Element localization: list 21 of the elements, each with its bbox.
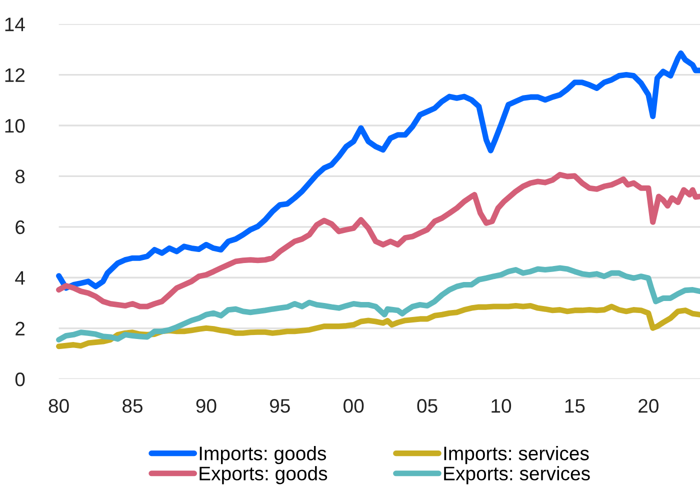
y-tick-label: 6 (16, 220, 25, 234)
x-tick-label: 15 (565, 399, 585, 413)
x-tick-label: 85 (122, 399, 142, 413)
y-tick-label: 8 (16, 170, 25, 184)
legend-label: Exports: services (444, 466, 590, 484)
x-tick-label: 95 (270, 399, 290, 413)
legend-label: Exports: goods (200, 466, 328, 484)
x-tick-label: 00 (344, 399, 364, 413)
x-tick-label: 05 (417, 399, 438, 413)
y-tick-label: 10 (5, 118, 25, 133)
x-tick-label: 80 (48, 399, 69, 413)
legend-label: Imports: services (444, 446, 589, 464)
y-tick-label: 14 (5, 18, 25, 32)
x-tick-label: 90 (196, 399, 216, 413)
y-tick-label: 12 (5, 68, 24, 82)
y-tick-label: 0 (15, 372, 25, 386)
y-tick-label: 4 (15, 271, 25, 285)
legend-label: Imports: goods (200, 446, 326, 464)
y-tick-label: 2 (16, 322, 24, 336)
x-tick-label: 20 (638, 399, 658, 413)
x-tick-label: 10 (492, 399, 512, 413)
